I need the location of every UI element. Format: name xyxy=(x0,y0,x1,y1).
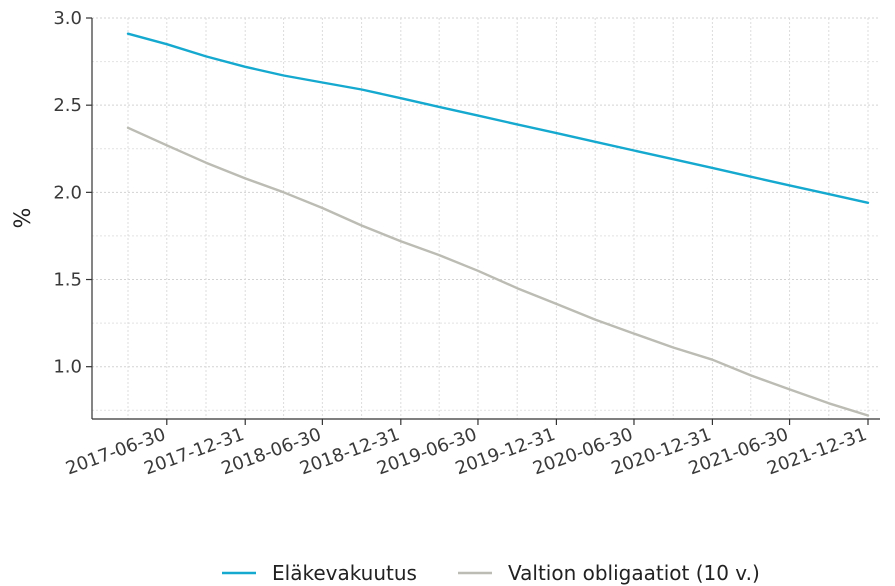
y-axis-title: % xyxy=(11,208,36,229)
y-tick-label: 2.5 xyxy=(53,95,82,116)
y-tick-label: 1.5 xyxy=(53,270,82,291)
x-tick-labels: 2017-06-302017-12-312018-06-302018-12-31… xyxy=(63,419,870,479)
legend-label: Valtion obligaatiot (10 v.) xyxy=(508,561,760,585)
grid-lines xyxy=(92,17,880,419)
y-tick-label: 3.0 xyxy=(53,8,82,29)
axes xyxy=(91,18,880,420)
series-line-0 xyxy=(126,32,870,205)
series-line-1 xyxy=(126,126,870,417)
series-lines xyxy=(126,32,870,417)
y-tick-labels: 1.0 1.5 2.0 2.5 3.0 xyxy=(53,8,92,378)
y-tick-label: 2.0 xyxy=(53,182,82,203)
legend: Eläkevakuutus Valtion obligaatiot (10 v.) xyxy=(222,561,760,585)
legend-label: Eläkevakuutus xyxy=(272,561,417,585)
y-tick-label: 1.0 xyxy=(53,357,82,378)
